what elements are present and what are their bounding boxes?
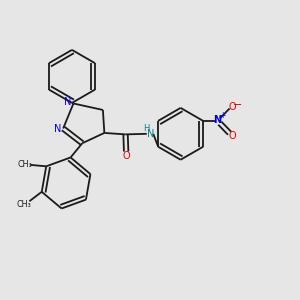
- Text: O: O: [229, 102, 236, 112]
- Text: N: N: [64, 97, 72, 107]
- Text: CH₃: CH₃: [17, 160, 32, 169]
- Text: O: O: [122, 152, 130, 161]
- Text: +: +: [219, 111, 225, 120]
- Text: H: H: [143, 124, 149, 133]
- Text: O: O: [229, 131, 236, 141]
- Text: −: −: [232, 100, 242, 110]
- Text: CH₃: CH₃: [17, 200, 32, 209]
- Text: N: N: [147, 129, 155, 139]
- Text: N: N: [213, 115, 221, 125]
- Text: N: N: [54, 124, 61, 134]
